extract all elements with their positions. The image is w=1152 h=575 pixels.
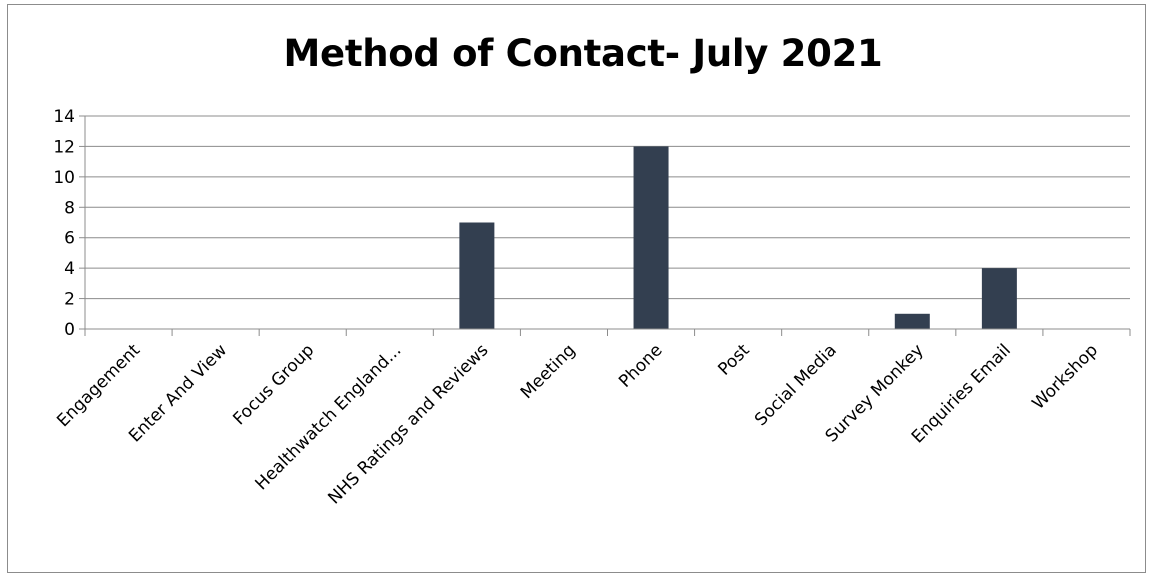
chart-frame xyxy=(7,4,1146,573)
x-tick-label: Focus Group xyxy=(229,340,318,429)
x-tick-label: Healthwatch England... xyxy=(251,340,405,494)
bar xyxy=(633,146,669,329)
bar xyxy=(459,222,495,329)
y-tick-label: 6 xyxy=(64,229,75,249)
chart-title: Method of Contact- July 2021 xyxy=(283,32,883,75)
y-tick-label: 14 xyxy=(53,107,75,127)
y-tick-label: 12 xyxy=(53,137,75,157)
y-tick-label: 8 xyxy=(64,198,75,218)
axes xyxy=(79,115,1131,336)
x-tick-label: Workshop xyxy=(1029,340,1102,413)
bar xyxy=(981,268,1017,329)
bars xyxy=(459,146,1017,329)
x-tick-label: Engagement xyxy=(53,340,144,431)
x-tick-label: Phone xyxy=(615,340,666,391)
y-tick-label: 2 xyxy=(64,290,75,310)
x-tick-label: Social Media xyxy=(751,340,841,430)
y-tick-labels: 0 2 4 6 8 10 12 14 xyxy=(53,107,75,340)
bar xyxy=(894,313,930,329)
gridlines xyxy=(85,115,1130,300)
x-tick-label: NHS Ratings and Reviews xyxy=(324,340,492,508)
x-tick-label: Meeting xyxy=(517,340,580,403)
y-tick-label: 0 xyxy=(64,320,75,340)
y-tick-label: 4 xyxy=(64,259,75,279)
y-tick-label: 10 xyxy=(53,168,75,188)
x-tick-label: Post xyxy=(714,340,754,380)
